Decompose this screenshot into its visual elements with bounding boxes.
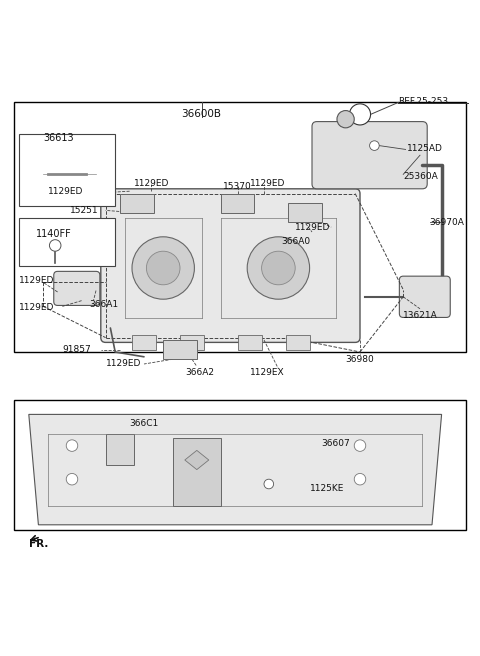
Text: 91857: 91857 — [62, 345, 91, 354]
Text: 36600B: 36600B — [181, 110, 222, 119]
Text: 36607: 36607 — [322, 439, 350, 447]
Bar — [163, 340, 197, 359]
Bar — [19, 218, 115, 266]
Text: 1129ED: 1129ED — [19, 303, 55, 312]
Circle shape — [349, 104, 371, 125]
FancyBboxPatch shape — [312, 121, 427, 189]
Text: 1129ED: 1129ED — [19, 276, 55, 285]
Text: 366C1: 366C1 — [130, 419, 159, 428]
Bar — [120, 194, 154, 213]
Bar — [286, 335, 310, 350]
Text: 15251: 15251 — [70, 206, 98, 215]
Bar — [180, 335, 204, 350]
Bar — [19, 134, 115, 205]
Text: 366A0: 366A0 — [281, 237, 310, 246]
Text: 1129EX: 1129EX — [250, 367, 284, 377]
Bar — [238, 335, 262, 350]
FancyBboxPatch shape — [54, 272, 100, 306]
Bar — [173, 438, 221, 506]
Circle shape — [354, 474, 366, 485]
Text: 36613: 36613 — [43, 133, 74, 144]
Bar — [221, 194, 254, 213]
Text: 1129ED: 1129ED — [250, 180, 285, 188]
Text: 1129ED: 1129ED — [48, 187, 84, 195]
Text: 1140FF: 1140FF — [36, 230, 72, 239]
Text: 36970A: 36970A — [430, 218, 465, 227]
Text: REF.25-253: REF.25-253 — [398, 97, 448, 106]
Text: FR.: FR. — [29, 539, 48, 549]
Text: 366A1: 366A1 — [89, 300, 118, 310]
Circle shape — [264, 479, 274, 489]
Bar — [14, 102, 466, 352]
Text: 1129ED: 1129ED — [295, 222, 331, 232]
Text: 1125AD: 1125AD — [407, 144, 443, 154]
Circle shape — [337, 111, 354, 128]
Circle shape — [247, 237, 310, 299]
Text: 366A2: 366A2 — [185, 367, 214, 377]
Circle shape — [262, 251, 295, 285]
Circle shape — [66, 474, 78, 485]
Text: 36980: 36980 — [346, 355, 374, 363]
Circle shape — [370, 141, 379, 150]
Text: 1129ED: 1129ED — [106, 359, 141, 369]
Text: 1125KE: 1125KE — [310, 484, 344, 493]
Circle shape — [66, 440, 78, 451]
Polygon shape — [185, 451, 209, 470]
Circle shape — [354, 440, 366, 451]
Bar — [288, 203, 322, 222]
Bar — [132, 335, 156, 350]
Text: 25360A: 25360A — [403, 173, 438, 181]
Circle shape — [132, 237, 194, 299]
Text: 13621A: 13621A — [403, 312, 438, 321]
Bar — [106, 434, 134, 465]
FancyBboxPatch shape — [399, 276, 450, 318]
Circle shape — [146, 251, 180, 285]
Text: 1129ED: 1129ED — [134, 180, 170, 188]
FancyBboxPatch shape — [101, 189, 360, 342]
Circle shape — [49, 239, 61, 251]
Bar — [14, 400, 466, 529]
Text: 15370: 15370 — [223, 182, 252, 191]
Polygon shape — [29, 415, 442, 525]
